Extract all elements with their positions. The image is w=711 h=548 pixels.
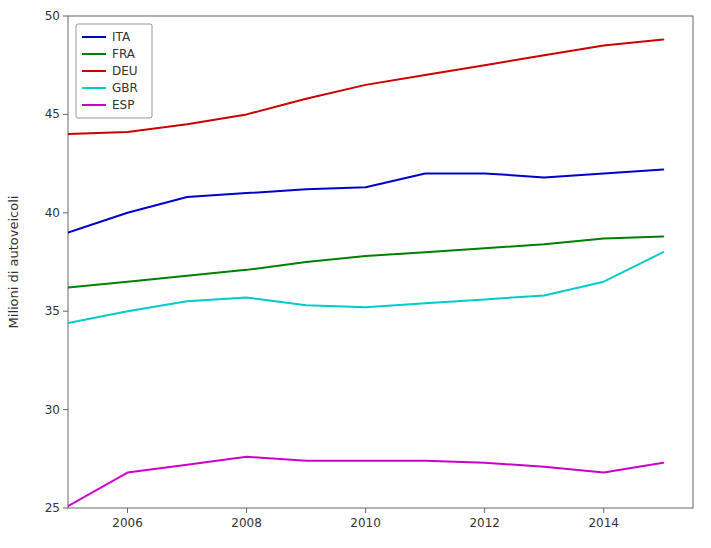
series-group xyxy=(68,40,663,506)
y-axis-label: Milioni di autoveicoli xyxy=(6,196,21,329)
x-tick xyxy=(603,508,604,513)
legend-swatch xyxy=(82,70,106,72)
plot-background xyxy=(68,16,693,508)
x-tick-label: 2008 xyxy=(231,516,262,530)
x-tick-label: 2012 xyxy=(469,516,500,530)
chart: 25 30 35 40 45 50 2006 2008 2010 2012 2014 Milioni … xyxy=(0,0,711,548)
x-tick-label: 2010 xyxy=(350,516,381,530)
x-tick xyxy=(484,508,485,513)
legend-label: ESP xyxy=(112,98,134,112)
legend: ITA FRA DEU GBR ESP xyxy=(76,24,152,118)
legend-swatch xyxy=(82,87,106,89)
series-line xyxy=(68,170,663,233)
chart-container: 25 30 35 40 45 50 2006 2008 2010 2012 2014 Milioni … xyxy=(0,0,711,548)
x-tick xyxy=(246,508,247,513)
y-tick xyxy=(63,409,68,410)
legend-swatch xyxy=(82,36,106,38)
legend-swatch xyxy=(82,104,106,106)
y-tick-label: 50 xyxy=(45,9,60,23)
y-tick xyxy=(63,16,68,17)
plot-frame xyxy=(68,16,693,508)
legend-label: ITA xyxy=(112,30,131,44)
x-tick-label: 2006 xyxy=(112,516,143,530)
series-line xyxy=(68,236,663,287)
series-line xyxy=(68,252,663,323)
y-tick-label: 25 xyxy=(45,501,60,515)
x-tick xyxy=(365,508,366,513)
series-line xyxy=(68,457,663,506)
y-tick xyxy=(63,311,68,312)
y-tick-label: 45 xyxy=(45,107,60,121)
axes: 25 30 35 40 45 50 2006 2008 2010 2012 2014 xyxy=(45,9,693,530)
legend-label: FRA xyxy=(112,47,136,61)
y-tick-label: 35 xyxy=(45,304,60,318)
legend-frame xyxy=(76,24,152,118)
y-tick-label: 40 xyxy=(45,206,60,220)
x-tick-label: 2014 xyxy=(588,516,619,530)
legend-swatch xyxy=(82,53,106,55)
x-tick xyxy=(127,508,128,513)
series-line xyxy=(68,40,663,134)
y-tick xyxy=(63,212,68,213)
y-tick xyxy=(63,114,68,115)
legend-label: DEU xyxy=(112,64,138,78)
y-tick-label: 30 xyxy=(45,403,60,417)
legend-label: GBR xyxy=(112,81,138,95)
y-tick xyxy=(63,508,68,509)
